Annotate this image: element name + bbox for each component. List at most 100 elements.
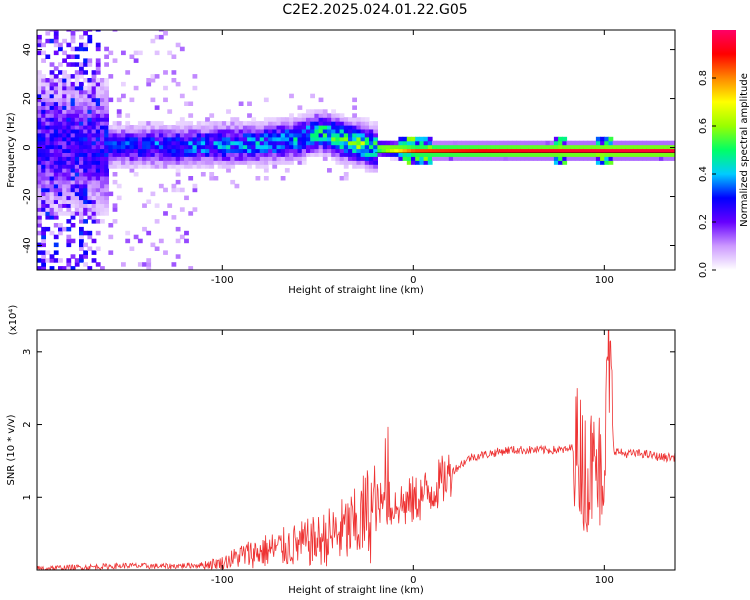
spectrogram-cell bbox=[520, 148, 526, 153]
spectrogram-cell bbox=[167, 152, 173, 157]
spectrogram-cell bbox=[322, 140, 328, 146]
spectrogram-cell bbox=[58, 128, 63, 134]
spectrogram-cell bbox=[272, 132, 278, 138]
spectrogram-cell bbox=[188, 156, 194, 161]
spectrogram-cell bbox=[293, 152, 299, 157]
spectrogram-cell bbox=[45, 125, 51, 130]
spectrogram-cell bbox=[62, 70, 67, 75]
spectrogram-cell bbox=[255, 136, 261, 142]
spectrogram-cell bbox=[45, 191, 51, 197]
spectrogram-cell bbox=[284, 117, 290, 122]
spectrogram-cell bbox=[53, 30, 59, 32]
spectrogram-cell bbox=[116, 148, 122, 153]
spectrogram-cell bbox=[41, 226, 46, 232]
spectrogram-cell bbox=[91, 207, 97, 212]
spectrogram-cell bbox=[100, 85, 105, 91]
spectrogram-cell bbox=[280, 125, 286, 130]
spectrogram-cell bbox=[667, 140, 673, 146]
spectrogram-cell bbox=[226, 160, 231, 165]
spectrogram-cell bbox=[621, 144, 626, 150]
spectrogram-cell bbox=[74, 183, 80, 189]
spectrogram-cell bbox=[91, 85, 97, 91]
spectrogram-cell bbox=[654, 156, 660, 161]
spectrogram-cell bbox=[74, 176, 80, 181]
spectrogram-cell bbox=[339, 140, 345, 146]
spectrogram-cell bbox=[272, 148, 278, 153]
spectrogram-cell bbox=[112, 148, 118, 153]
spectrogram-cell bbox=[642, 140, 647, 146]
spectrogram-cell bbox=[53, 97, 59, 103]
spectrogram-cell bbox=[112, 160, 118, 165]
spectrogram-cell bbox=[74, 81, 80, 87]
spectrogram-cell bbox=[142, 226, 147, 232]
spectrogram-cell bbox=[87, 230, 93, 236]
spectrogram-cell bbox=[230, 156, 236, 161]
spectrogram-cell bbox=[74, 85, 80, 91]
spectrogram-cell bbox=[474, 152, 479, 157]
spectrogram-cell bbox=[247, 128, 252, 134]
spectrogram-cell bbox=[486, 152, 492, 157]
spectrogram-cell bbox=[373, 132, 378, 138]
spectrogram-cell bbox=[486, 140, 492, 146]
spectrogram-cell bbox=[205, 121, 210, 126]
spectrogram-cell bbox=[158, 136, 164, 142]
spectrogram-cell bbox=[142, 203, 147, 208]
spectrogram-cell bbox=[541, 152, 547, 157]
spectrogram-cell bbox=[188, 132, 194, 138]
spectrogram-cell bbox=[175, 132, 181, 138]
spectrogram-cell bbox=[91, 81, 97, 87]
spectrogram-cell bbox=[608, 136, 614, 142]
spectrogram-cell bbox=[448, 152, 454, 157]
spectrogram-cell bbox=[87, 140, 93, 146]
spectrogram-cell bbox=[200, 121, 206, 126]
spectrogram-cell bbox=[154, 144, 160, 150]
spectrogram-cell bbox=[70, 117, 76, 122]
spectrogram-cell bbox=[293, 125, 299, 130]
spectrogram-cell bbox=[633, 148, 639, 153]
spectrogram-cell bbox=[49, 176, 55, 181]
spectrogram-cell bbox=[175, 187, 181, 193]
spectrogram-cell bbox=[188, 176, 194, 181]
spectrogram-cell bbox=[579, 144, 584, 150]
spectrogram-cell bbox=[41, 183, 46, 189]
spectrogram-cell bbox=[41, 117, 46, 122]
spectrogram-cell bbox=[104, 78, 109, 83]
spectrogram-cell bbox=[74, 89, 80, 95]
spectrogram-cell bbox=[545, 148, 551, 153]
spectrogram-cell bbox=[146, 152, 152, 157]
spectrogram-cell bbox=[133, 128, 139, 134]
spectrogram-cell bbox=[121, 136, 126, 142]
spectrogram-cell bbox=[74, 164, 80, 169]
spectrogram-cell bbox=[297, 105, 303, 110]
spectrogram-cell bbox=[322, 109, 328, 114]
spectrogram-cell bbox=[478, 144, 484, 150]
spectrogram-cell bbox=[95, 168, 101, 173]
spectrogram-cell bbox=[104, 168, 109, 173]
spectrogram-cell bbox=[58, 81, 63, 87]
spectrogram-cell bbox=[79, 144, 84, 150]
spectrogram-cell bbox=[45, 152, 51, 157]
spectrogram-cell bbox=[70, 74, 76, 79]
spectrogram-cell bbox=[612, 148, 618, 153]
spectrogram-cell bbox=[95, 144, 101, 150]
spectrogram-cell bbox=[125, 144, 131, 150]
spectrogram-cell bbox=[70, 203, 76, 208]
spectrogram-cell bbox=[310, 117, 315, 122]
spectrogram-cell bbox=[37, 148, 42, 153]
spectrogram-cell bbox=[558, 156, 563, 161]
spectrogram-cell bbox=[608, 152, 614, 157]
spectrogram-cell bbox=[41, 262, 46, 267]
spectrogram-cell bbox=[574, 144, 580, 150]
spectrogram-cell bbox=[37, 152, 42, 157]
spectrogram-cell bbox=[587, 144, 593, 150]
spectrogram-cell bbox=[58, 101, 63, 106]
spectrogram-cell bbox=[53, 31, 59, 36]
spectrogram-cell bbox=[100, 164, 105, 169]
spectrogram-cell bbox=[79, 81, 84, 87]
spectrogram-cell bbox=[310, 136, 315, 142]
spectrogram-cell bbox=[87, 203, 93, 208]
spectrogram-cell bbox=[70, 34, 76, 40]
spectrogram-cell bbox=[595, 148, 601, 153]
spectrogram-cell bbox=[158, 164, 164, 169]
